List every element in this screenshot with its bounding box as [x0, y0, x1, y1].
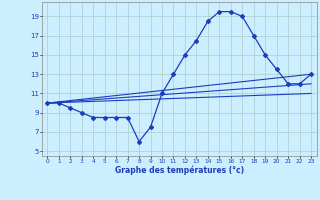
X-axis label: Graphe des températures (°c): Graphe des températures (°c) — [115, 166, 244, 175]
